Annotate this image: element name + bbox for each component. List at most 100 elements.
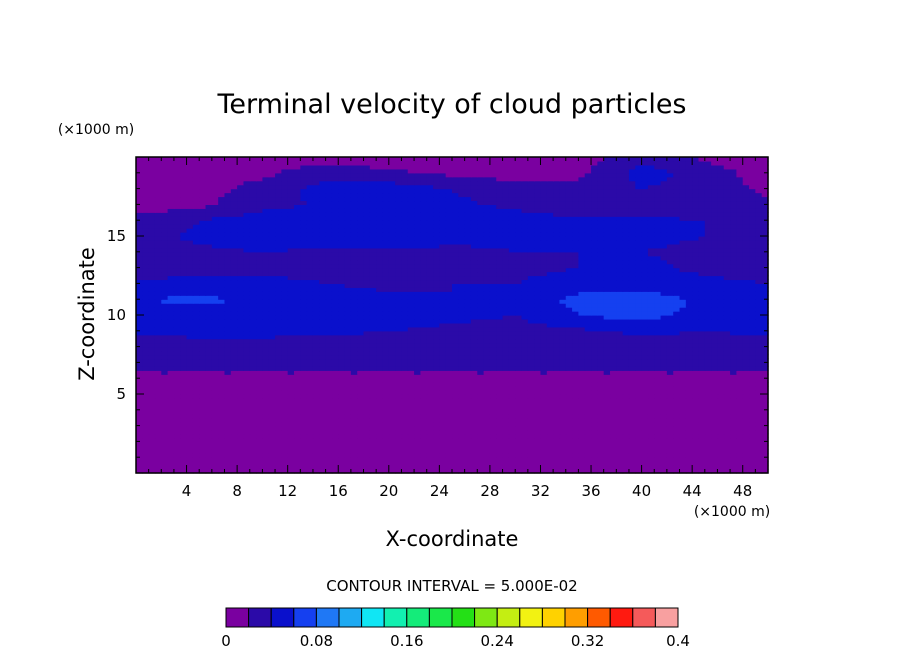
contour-cell [154, 405, 162, 411]
contour-cell [420, 465, 428, 470]
contour-cell [635, 469, 643, 474]
contour-cell [578, 417, 586, 423]
contour-cell [268, 315, 276, 320]
contour-cell [154, 279, 162, 284]
contour-cell [268, 417, 276, 423]
contour-cell [736, 295, 744, 300]
contour-cell [407, 449, 415, 454]
contour-cell [161, 378, 169, 383]
contour-cell [761, 441, 769, 446]
contour-cell [312, 311, 320, 316]
contour-cell [256, 405, 263, 411]
contour-cell [192, 397, 200, 403]
contour-cell [180, 350, 188, 356]
contour-cell [641, 295, 649, 300]
contour-cell [445, 291, 453, 296]
contour-cell [154, 417, 162, 423]
contour-cell [173, 330, 181, 336]
contour-cell [515, 421, 523, 427]
contour-cell [433, 295, 440, 300]
contour-cell [584, 334, 592, 340]
contour-cell [470, 330, 478, 336]
contour-cell [711, 338, 719, 344]
contour-cell [167, 318, 175, 324]
contour-cell [395, 342, 403, 348]
contour-cell [742, 382, 750, 387]
contour-cell [338, 275, 346, 281]
contour-cell [540, 409, 548, 415]
contour-cell [167, 299, 175, 304]
contour-cell [489, 287, 497, 292]
contour-cell [736, 291, 744, 296]
contour-cell [369, 465, 377, 470]
contour-cell [553, 279, 561, 284]
contour-cell [711, 350, 719, 356]
contour-cell [186, 279, 194, 284]
contour-cell [256, 322, 263, 328]
contour-cell [755, 370, 763, 375]
contour-cell [268, 401, 276, 407]
contour-cell [458, 378, 466, 383]
contour-cell [553, 366, 561, 371]
contour-cell [565, 382, 573, 387]
contour-cell [306, 449, 314, 454]
contour-cell [199, 299, 207, 304]
contour-cell [306, 318, 314, 324]
contour-cell [515, 437, 523, 442]
contour-cell [173, 358, 181, 363]
contour-cell [363, 405, 371, 411]
contour-cell [256, 425, 263, 431]
contour-cell [502, 433, 510, 439]
contour-cell [666, 421, 674, 427]
contour-cell [540, 469, 548, 474]
contour-cell [489, 374, 497, 379]
contour-cell [496, 386, 504, 391]
contour-cell [660, 441, 668, 446]
contour-cell [685, 437, 693, 442]
contour-cell [294, 354, 301, 360]
contour-cell [559, 461, 567, 466]
contour-cell [679, 362, 687, 367]
contour-cell [553, 390, 561, 395]
contour-cell [489, 315, 497, 320]
contour-cell [628, 279, 636, 284]
contour-cell [294, 421, 301, 427]
contour-cell [489, 445, 497, 450]
contour-cell [205, 449, 213, 454]
contour-cell [306, 386, 314, 391]
contour-cell [755, 382, 763, 387]
contour-cell [730, 465, 737, 470]
contour-cell [249, 421, 257, 427]
contour-cell [496, 315, 504, 320]
contour-cell [502, 437, 510, 442]
contour-cell [685, 342, 693, 348]
contour-cell [610, 445, 617, 450]
contour-cell [300, 334, 308, 340]
contour-cell [755, 390, 763, 395]
contour-cell [540, 421, 548, 427]
contour-cell [268, 413, 276, 419]
contour-cell [300, 370, 308, 375]
contour-cell [527, 338, 535, 344]
contour-cell [673, 330, 681, 336]
contour-cell [540, 386, 548, 391]
contour-cell [319, 370, 327, 375]
contour-cell [616, 342, 624, 348]
contour-cell [508, 441, 516, 446]
contour-cell [673, 461, 681, 466]
contour-cell [749, 342, 756, 348]
contour-cell [527, 275, 535, 281]
contour-cell [173, 370, 181, 375]
contour-cell [344, 338, 352, 344]
contour-cell [584, 461, 592, 466]
contour-cell [635, 322, 643, 328]
contour-cell [167, 401, 175, 407]
contour-cell [635, 374, 643, 379]
contour-cell [546, 405, 554, 411]
contour-cell [287, 279, 295, 284]
contour-cell [742, 346, 750, 352]
contour-cell [294, 441, 301, 446]
contour-cell [167, 315, 175, 320]
contour-cell [256, 287, 263, 292]
contour-cell [388, 425, 396, 431]
